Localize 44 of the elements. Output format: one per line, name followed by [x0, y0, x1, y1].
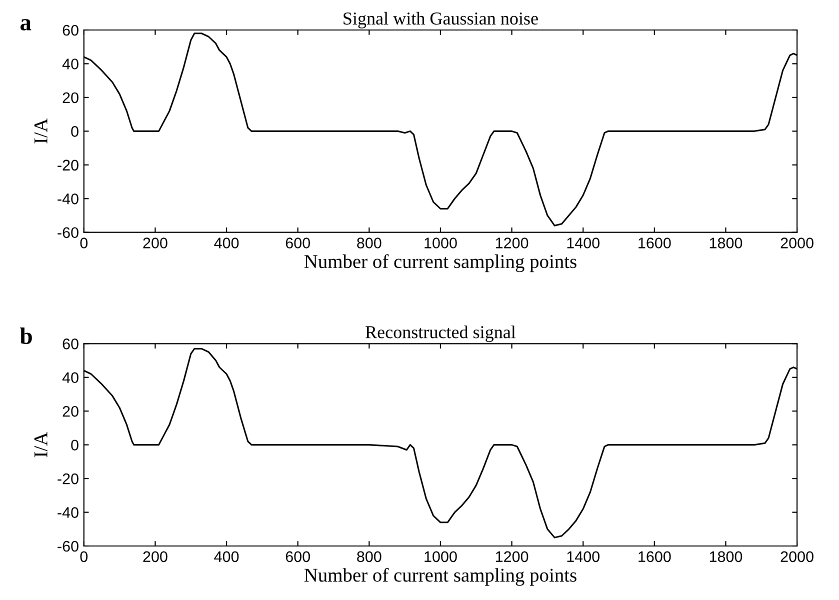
x-tick-label: 0: [80, 551, 88, 562]
x-tick-label: 0: [80, 238, 88, 248]
y-tick-label: -20: [58, 473, 78, 484]
x-tick-label: 600: [286, 551, 310, 562]
x-tick-label: 1800: [710, 238, 742, 248]
x-axis-title: Number of current sampling points: [304, 254, 576, 272]
x-tick-label: 1200: [496, 238, 528, 248]
x-tick-label: 800: [357, 238, 382, 248]
x-tick-label: 1000: [424, 238, 457, 248]
x-tick-label: 800: [357, 551, 382, 562]
y-tick-label: 40: [62, 58, 78, 70]
x-tick-label: 400: [214, 238, 239, 248]
chart-title: Reconstructed signal: [366, 326, 516, 342]
text: b: [20, 327, 32, 344]
y-tick-label: -60: [58, 227, 78, 238]
x-tick-label: 2000: [780, 238, 814, 248]
x-tick-label: 1000: [424, 551, 457, 562]
x-tick-label: 1800: [710, 551, 742, 562]
y-tick-label: 40: [62, 372, 78, 384]
y-tick-label: 60: [62, 24, 78, 36]
x-tick-label: 600: [286, 238, 310, 248]
y-tick-label: -40: [58, 507, 78, 518]
y-tick-label: 20: [62, 92, 78, 104]
y-tick-label: -20: [58, 160, 78, 171]
x-tick-label: 1400: [567, 238, 600, 248]
y-axis-title: I/A: [34, 118, 48, 144]
y-tick-label: 20: [62, 406, 78, 417]
y-tick-label: 0: [71, 126, 78, 137]
x-tick-label: 400: [214, 551, 239, 562]
y-tick-label: -40: [58, 193, 78, 204]
x-axis-title: Number of current sampling points: [304, 568, 576, 586]
x-tick-label: 200: [143, 238, 168, 248]
x-tick-label: 1200: [496, 551, 528, 562]
text: a: [20, 19, 32, 30]
chart-title: Signal with Gaussian noise: [344, 12, 538, 28]
y-tick-label: 0: [71, 440, 78, 451]
y-tick-label: 60: [62, 338, 78, 350]
y-axis-title: I/A: [34, 432, 48, 458]
x-tick-label: 2000: [780, 551, 814, 562]
x-tick-label: 1400: [567, 551, 600, 562]
x-tick-label: 1600: [638, 238, 671, 248]
x-tick-label: 1600: [638, 551, 671, 562]
x-tick-label: 200: [143, 551, 168, 562]
y-tick-label: -60: [58, 540, 78, 552]
